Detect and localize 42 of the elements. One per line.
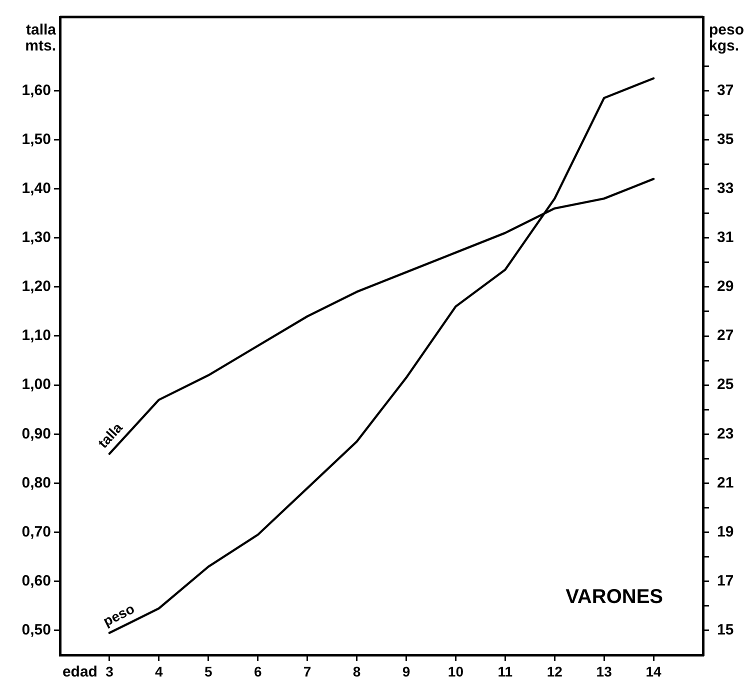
x-tick-label: 12: [546, 663, 563, 680]
y-tick-label: 1,50: [22, 130, 51, 148]
y2-tick-label: 29: [717, 278, 734, 296]
x-tick-label: 10: [448, 663, 464, 680]
y-tick-label: 1,30: [22, 228, 51, 246]
y-tick-label: 0,80: [22, 474, 51, 492]
x-tick-label: 3: [106, 663, 114, 680]
y2-tick-label: 15: [717, 622, 734, 639]
x-tick-label: 14: [646, 663, 662, 680]
y-axis-title: talla mts.: [25, 22, 57, 55]
x-tick-label: 6: [254, 663, 262, 680]
x-tick-label: 5: [204, 663, 212, 680]
y2-tick-label: 23: [717, 425, 734, 442]
y2-axis-title: peso kgs.: [709, 22, 744, 55]
y-tick-label: 1,00: [22, 376, 51, 394]
y-tick-label: 0,50: [22, 622, 51, 639]
y2-tick-label: 25: [717, 376, 734, 394]
x-tick-label: 9: [402, 663, 410, 680]
text: talla: [94, 419, 126, 451]
y2-tick-label: 33: [717, 180, 734, 197]
text: peso: [100, 600, 137, 630]
x-tick-label: 8: [352, 663, 361, 680]
y-tick-label: 1,40: [22, 180, 51, 197]
y2-tick-label: 35: [717, 130, 734, 148]
x-tick-label: 13: [596, 663, 612, 680]
y2-tick-label: 19: [717, 523, 734, 540]
x-axis-title: edad: [62, 664, 98, 681]
x-tick-label: 7: [303, 663, 312, 680]
y2-tick-label: 17: [717, 572, 734, 590]
y-tick-label: 1,20: [22, 278, 51, 296]
y-tick-label: 1,60: [22, 82, 51, 99]
x-tick-label: 11: [498, 663, 513, 680]
y-tick-label: 1,10: [22, 327, 51, 344]
y-tick-label: 0,60: [22, 572, 51, 590]
y2-tick-label: 21: [717, 474, 734, 492]
y2-tick-label: 37: [717, 82, 734, 99]
y-tick-label: 0,90: [22, 425, 51, 442]
annotation: VARONES: [566, 586, 663, 608]
y2-tick-label: 31: [717, 228, 734, 246]
x-tick-label: 4: [155, 663, 164, 680]
y2-tick-label: 27: [717, 327, 734, 344]
y-tick-label: 0,70: [22, 523, 51, 540]
